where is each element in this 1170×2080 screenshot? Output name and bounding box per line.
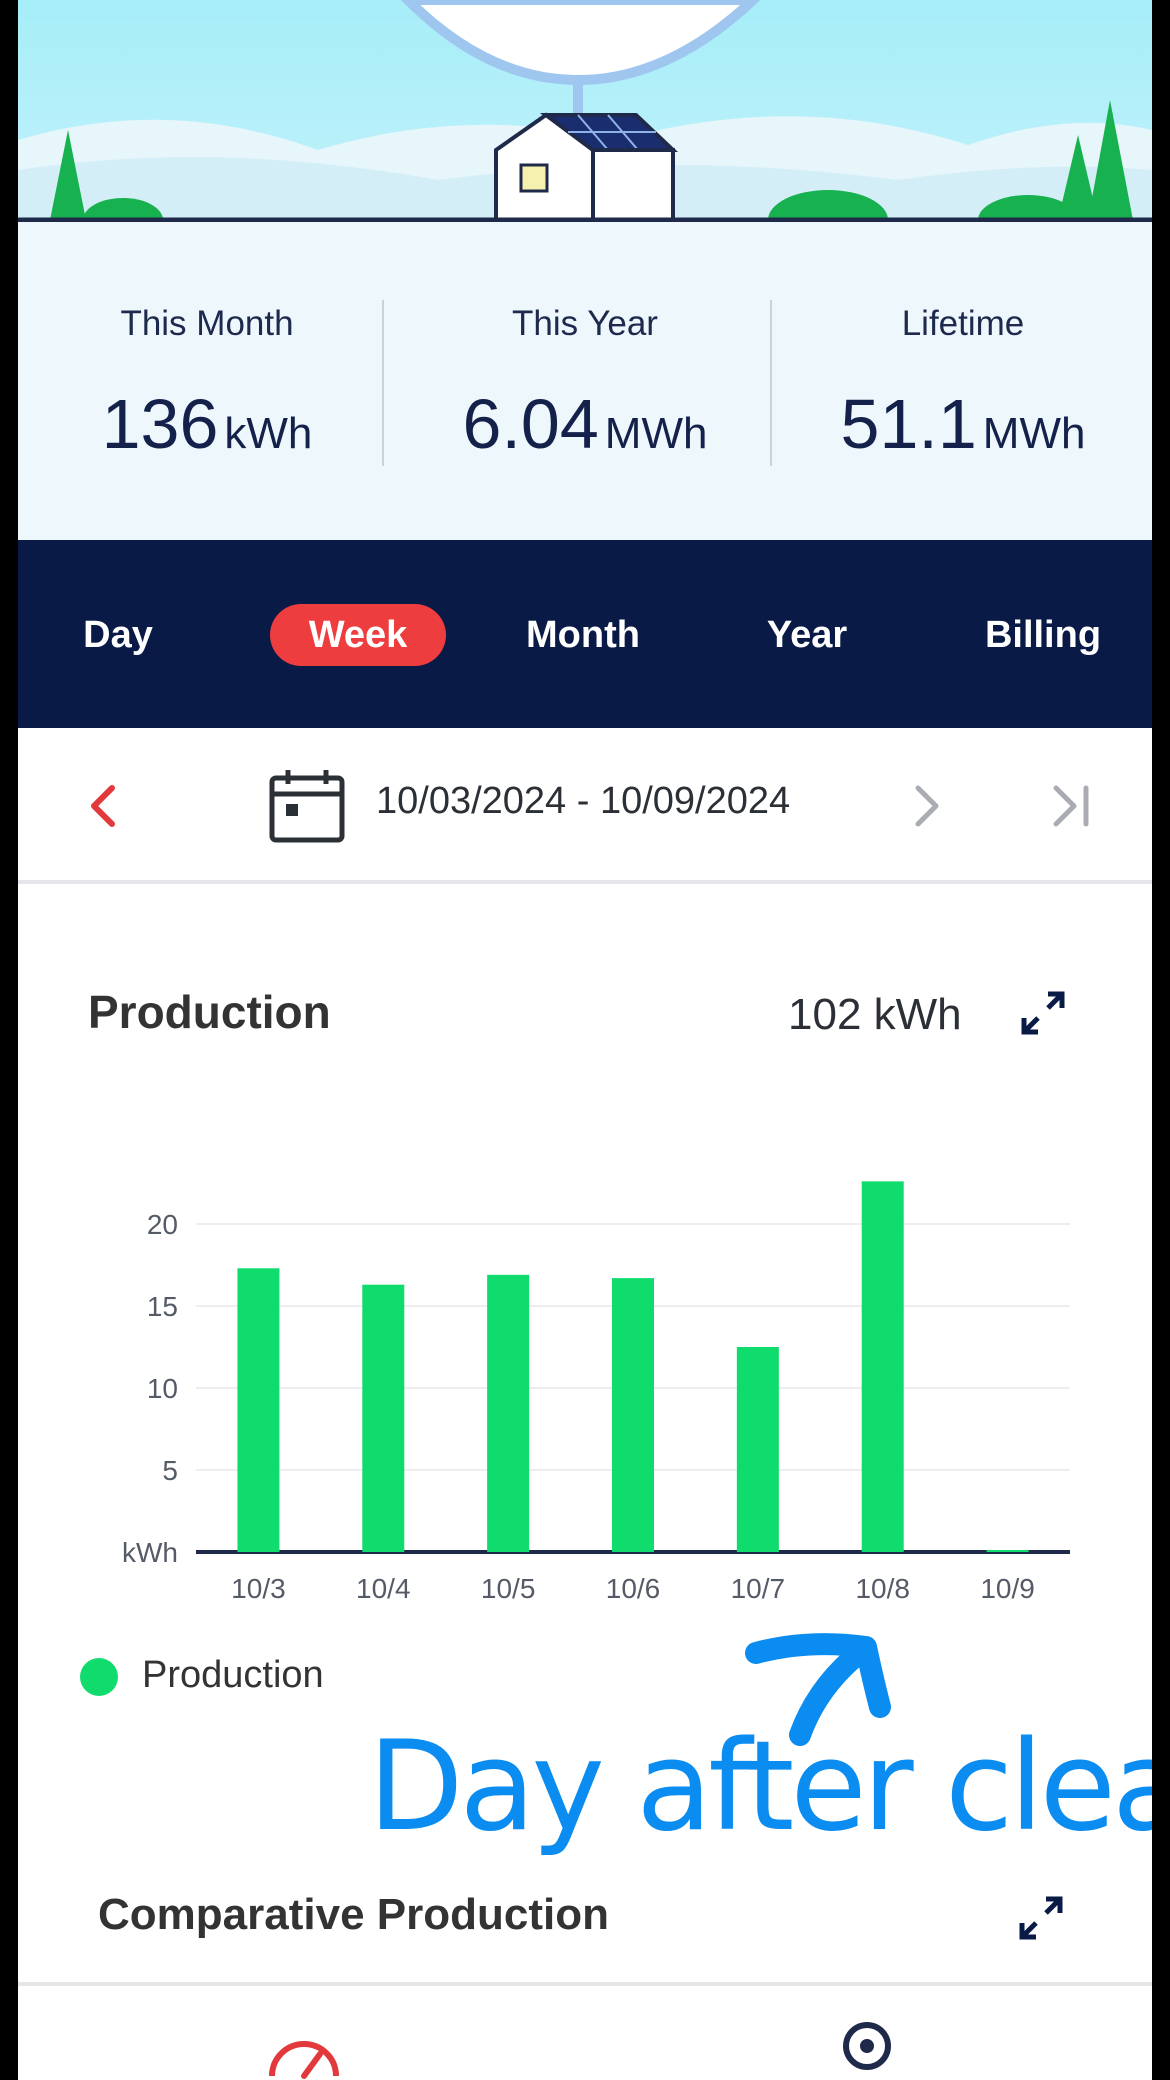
divider (770, 300, 772, 466)
handwritten-annotation: Day after clean (368, 1715, 1152, 1859)
expand-icon[interactable] (1016, 1893, 1066, 1943)
location-icon[interactable] (842, 2016, 892, 2080)
stat-value: 136 kWh (101, 385, 313, 463)
y-tick-label: 5 (162, 1455, 178, 1486)
chevron-right-icon[interactable] (906, 776, 946, 836)
x-tick-label: 10/3 (231, 1573, 286, 1604)
annotation-arrow (745, 1633, 891, 1746)
bar-10-6[interactable] (612, 1278, 654, 1552)
bar-10-7[interactable] (736, 1347, 779, 1552)
y-tick-label: 10 (147, 1373, 178, 1404)
stat-label: This Month (120, 304, 294, 343)
bar-10-9[interactable] (986, 1550, 1029, 1552)
bar-10-8[interactable] (861, 1181, 904, 1552)
period-tabs: Day Week Month Year Billing (18, 540, 1152, 728)
chevron-left-icon[interactable] (82, 776, 122, 836)
stat-lifetime: Lifetime 51.1 MWh (774, 222, 1152, 542)
production-chart: 5 10 15 20 kWh 10/3 10/4 10/5 10/6 10/7 10/8 10/9 (122, 1181, 1070, 1604)
stat-this-year: This Year 6.04 MWh (396, 222, 774, 542)
bar-10-5[interactable] (487, 1274, 530, 1552)
y-axis-unit-label: kWh (122, 1537, 178, 1568)
gauge-icon[interactable] (266, 2016, 342, 2080)
legend-swatch (80, 1658, 118, 1696)
app-screen: This Month 136 kWh This Year 6.04 MWh Life… (18, 0, 1152, 2080)
legend-label: Production (142, 1654, 324, 1696)
stat-this-month: This Month 136 kWh (18, 222, 396, 542)
date-navigator: 10/03/2024 - 10/09/2024 (18, 728, 1152, 884)
x-tick-label: 10/9 (980, 1573, 1035, 1604)
bar-10-3[interactable] (237, 1268, 280, 1552)
x-tick-label: 10/5 (481, 1573, 535, 1604)
expand-icon[interactable] (1018, 988, 1068, 1038)
date-range[interactable]: 10/03/2024 - 10/09/2024 (376, 780, 791, 822)
x-tick-label: 10/7 (731, 1573, 786, 1604)
house-illustration (18, 0, 1152, 220)
energy-summary: This Month 136 kWh This Year 6.04 MWh Life… (18, 220, 1152, 540)
divider (382, 300, 384, 466)
comparative-production-title[interactable]: Comparative Production (98, 1890, 609, 1939)
skip-to-end-icon[interactable] (1046, 776, 1096, 836)
production-total: 102 kWh (788, 990, 962, 1039)
tab-month[interactable]: Month (526, 614, 640, 656)
tab-week[interactable]: Week (270, 604, 446, 666)
stat-label: Lifetime (901, 304, 1025, 343)
stat-label: This Year (512, 304, 658, 343)
y-tick-label: 20 (147, 1209, 178, 1240)
y-tick-label: 15 (147, 1291, 178, 1322)
stat-value: 51.1 MWh (840, 385, 1086, 463)
stat-value: 6.04 MWh (462, 385, 708, 463)
bar-10-4[interactable] (362, 1284, 405, 1552)
calendar-icon[interactable] (268, 766, 346, 844)
tab-day[interactable]: Day (83, 614, 153, 656)
tab-billing[interactable]: Billing (984, 614, 1102, 656)
x-tick-label: 10/8 (855, 1573, 910, 1604)
x-tick-label: 10/4 (356, 1573, 411, 1604)
bottom-navigation (18, 1982, 1152, 2080)
x-tick-label: 10/6 (606, 1573, 661, 1604)
tab-year[interactable]: Year (766, 614, 848, 656)
production-title: Production (88, 986, 331, 1038)
